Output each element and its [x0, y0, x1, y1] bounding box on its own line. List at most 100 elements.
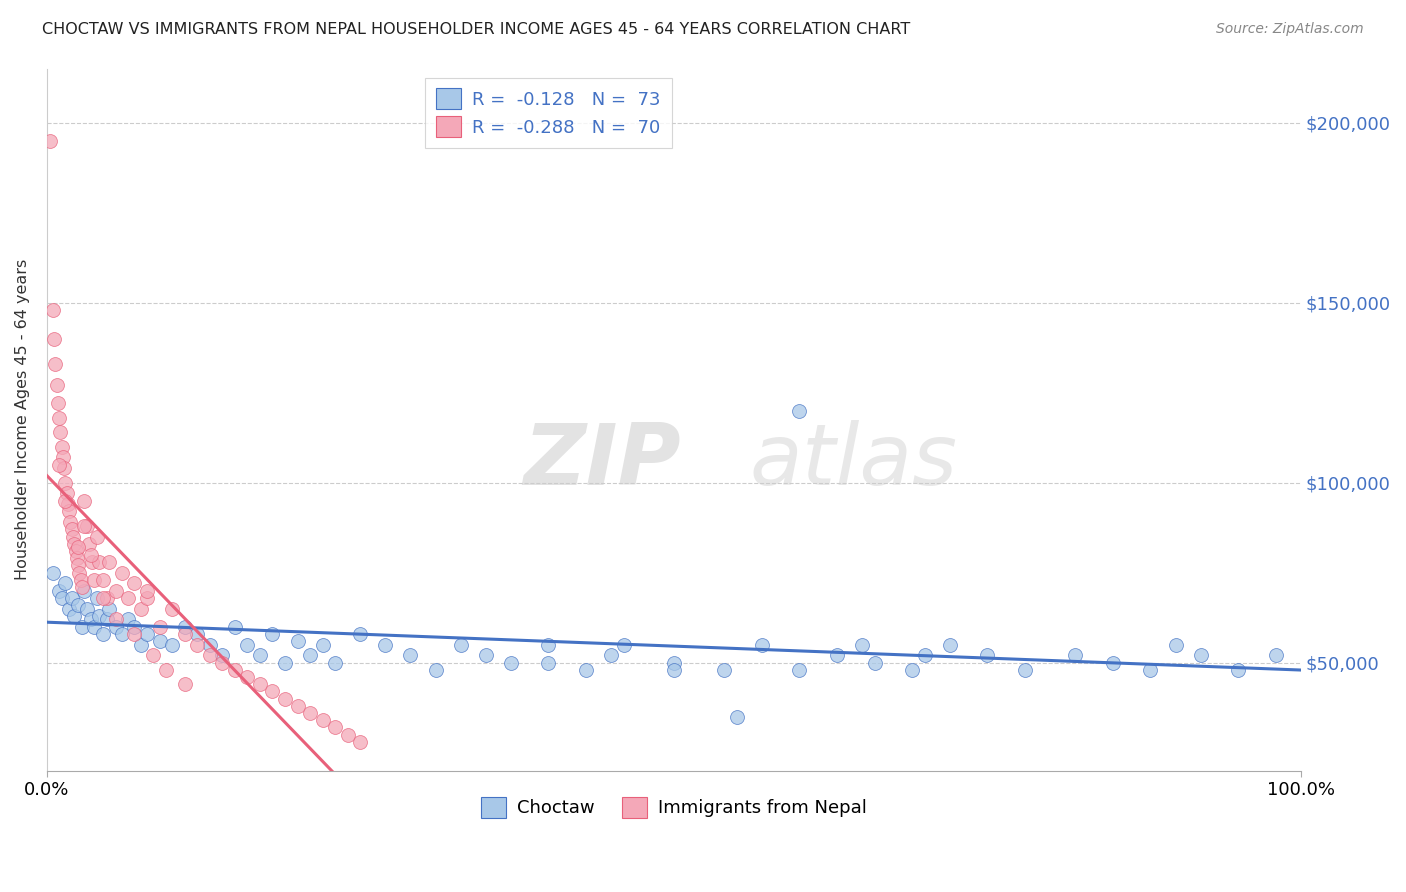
- Point: [60, 523, 83, 537]
- Point: [96, 612, 118, 626]
- Point: [111, 566, 134, 580]
- Y-axis label: Householder Income Ages 45 - 64 years: Householder Income Ages 45 - 64 years: [15, 259, 30, 580]
- Point: [129, 638, 152, 652]
- Point: [55, 486, 77, 500]
- Point: [136, 583, 159, 598]
- Point: [66, 541, 89, 555]
- Point: [160, 638, 183, 652]
- Point: [58, 601, 80, 615]
- Point: [79, 548, 101, 562]
- Point: [499, 656, 522, 670]
- Point: [450, 638, 472, 652]
- Point: [299, 648, 322, 663]
- Text: Source: ZipAtlas.com: Source: ZipAtlas.com: [1216, 22, 1364, 37]
- Text: ZIP: ZIP: [523, 420, 681, 503]
- Point: [262, 684, 284, 698]
- Point: [600, 648, 623, 663]
- Legend: Choctaw, Immigrants from Nepal: Choctaw, Immigrants from Nepal: [474, 789, 875, 825]
- Point: [58, 504, 80, 518]
- Point: [155, 663, 177, 677]
- Point: [86, 530, 108, 544]
- Point: [349, 627, 371, 641]
- Point: [1189, 648, 1212, 663]
- Point: [129, 601, 152, 615]
- Point: [211, 648, 233, 663]
- Point: [323, 656, 346, 670]
- Point: [976, 648, 998, 663]
- Point: [53, 461, 76, 475]
- Point: [98, 601, 121, 615]
- Point: [55, 475, 77, 490]
- Point: [83, 573, 105, 587]
- Point: [104, 612, 127, 626]
- Point: [537, 638, 560, 652]
- Point: [56, 497, 79, 511]
- Point: [224, 620, 246, 634]
- Point: [914, 648, 936, 663]
- Point: [124, 576, 146, 591]
- Point: [211, 656, 233, 670]
- Point: [104, 583, 127, 598]
- Point: [63, 608, 86, 623]
- Point: [46, 396, 69, 410]
- Point: [91, 573, 114, 587]
- Point: [198, 648, 221, 663]
- Point: [198, 638, 221, 652]
- Point: [52, 450, 75, 465]
- Point: [142, 648, 165, 663]
- Text: atlas: atlas: [749, 420, 957, 503]
- Point: [1064, 648, 1087, 663]
- Point: [274, 691, 297, 706]
- Point: [662, 663, 685, 677]
- Point: [374, 638, 396, 652]
- Point: [70, 620, 93, 634]
- Point: [186, 627, 208, 641]
- Point: [224, 663, 246, 677]
- Point: [725, 709, 748, 723]
- Point: [48, 458, 70, 472]
- Point: [66, 558, 89, 573]
- Point: [173, 627, 195, 641]
- Point: [96, 591, 118, 605]
- Point: [613, 638, 636, 652]
- Point: [173, 677, 195, 691]
- Point: [42, 566, 65, 580]
- Point: [86, 591, 108, 605]
- Point: [67, 566, 90, 580]
- Point: [863, 656, 886, 670]
- Point: [73, 518, 96, 533]
- Point: [299, 706, 322, 720]
- Point: [117, 612, 139, 626]
- Point: [787, 663, 810, 677]
- Point: [83, 620, 105, 634]
- Point: [274, 656, 297, 670]
- Point: [62, 530, 84, 544]
- Point: [65, 544, 87, 558]
- Point: [1014, 663, 1036, 677]
- Point: [851, 638, 873, 652]
- Point: [236, 670, 259, 684]
- Point: [825, 648, 848, 663]
- Point: [262, 627, 284, 641]
- Point: [287, 698, 309, 713]
- Point: [60, 591, 83, 605]
- Point: [474, 648, 496, 663]
- Point: [73, 583, 96, 598]
- Point: [79, 612, 101, 626]
- Point: [349, 735, 371, 749]
- Point: [249, 648, 271, 663]
- Point: [751, 638, 773, 652]
- Point: [48, 583, 70, 598]
- Point: [39, 134, 62, 148]
- Point: [399, 648, 422, 663]
- Point: [59, 515, 82, 529]
- Point: [89, 608, 111, 623]
- Point: [901, 663, 924, 677]
- Point: [173, 620, 195, 634]
- Point: [1102, 656, 1125, 670]
- Point: [160, 601, 183, 615]
- Point: [425, 663, 447, 677]
- Point: [323, 721, 346, 735]
- Point: [1164, 638, 1187, 652]
- Point: [148, 634, 170, 648]
